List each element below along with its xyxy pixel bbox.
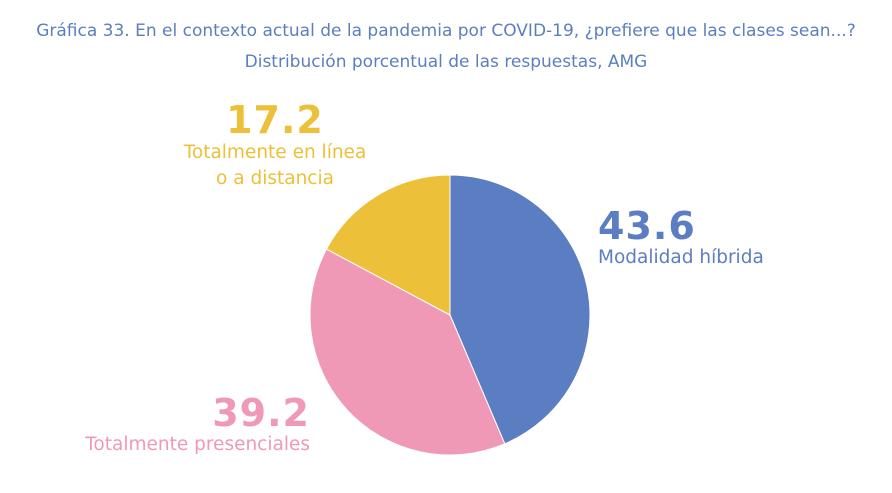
slice-label-en-linea: 17.2 Totalmente en línea o a distancia [165, 100, 385, 192]
slice-value-en-linea: 17.2 [226, 98, 324, 142]
slice-label-presenciales: 39.2 Totalmente presenciales [40, 393, 310, 457]
slice-name-presenciales: Totalmente presenciales [85, 434, 310, 455]
chart-subtitle: Distribución porcentual de las respuesta… [244, 52, 648, 72]
pie-slice-presenciales [309, 248, 506, 456]
slice-name-hibrida: Modalidad híbrida [598, 247, 764, 268]
pie-slice-hibrida [449, 174, 591, 445]
pie-slice-en-linea [325, 174, 451, 316]
slice-value-hibrida: 43.6 [598, 204, 696, 248]
slice-name-en-linea-line1: Totalmente en línea [183, 142, 367, 163]
slice-label-hibrida: 43.6 Modalidad híbrida [598, 206, 764, 270]
chart-title: Gráfica 33. En el contexto actual de la … [36, 21, 856, 41]
slice-value-presenciales: 39.2 [212, 391, 310, 435]
slice-name-en-linea-line2: o a distancia [216, 168, 334, 189]
